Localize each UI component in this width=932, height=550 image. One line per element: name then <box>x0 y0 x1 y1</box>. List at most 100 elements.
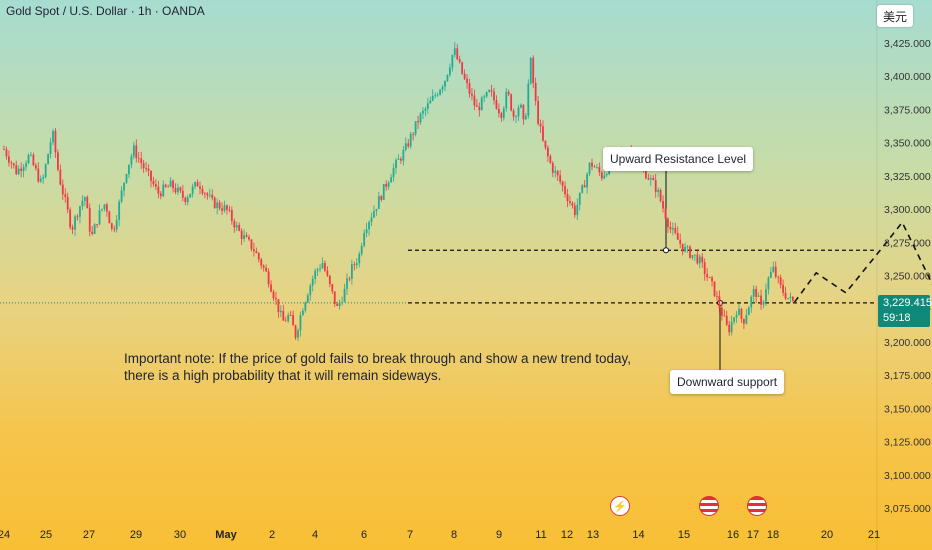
candle-body <box>559 175 562 182</box>
candle <box>483 94 486 102</box>
candle-body <box>277 299 280 313</box>
candle <box>277 299 280 318</box>
candle-body <box>537 100 539 124</box>
candle-body <box>351 264 353 279</box>
candle <box>760 289 762 310</box>
candle <box>292 310 294 326</box>
candle <box>654 173 657 198</box>
candle <box>326 266 329 278</box>
y-tick-label: 3,075.000 <box>884 503 931 515</box>
candle <box>223 200 226 213</box>
candle-body <box>228 209 231 211</box>
candle-body <box>392 168 395 178</box>
candle <box>417 115 419 129</box>
candle-body <box>172 180 174 189</box>
candle-body <box>338 302 341 306</box>
candle <box>248 234 250 242</box>
candle <box>402 146 405 166</box>
candle <box>453 42 456 58</box>
candle <box>218 200 221 211</box>
candle-body <box>659 189 662 201</box>
candle <box>500 111 503 122</box>
candle-body <box>159 193 162 197</box>
candle-body <box>588 162 591 175</box>
candle-body <box>17 168 20 175</box>
candle-body <box>103 204 106 209</box>
candle-body <box>284 320 287 322</box>
candle <box>439 88 441 96</box>
candle <box>718 290 721 313</box>
candle-body <box>708 277 711 278</box>
candle <box>299 311 302 337</box>
candle-body <box>711 277 713 282</box>
candle <box>475 98 478 107</box>
candle-body <box>779 277 782 285</box>
candle <box>64 188 67 203</box>
candle-body <box>177 187 179 193</box>
candle-body <box>333 291 336 304</box>
us-flag-event-icon-2[interactable] <box>747 496 767 516</box>
candle <box>527 79 530 119</box>
candle-body <box>789 296 792 299</box>
candle <box>96 224 98 228</box>
candle <box>150 170 152 188</box>
candle-body <box>429 100 432 104</box>
lightning-event-icon[interactable]: ⚡ <box>610 496 630 516</box>
candle-body <box>30 154 32 156</box>
candle <box>20 162 23 178</box>
candle-body <box>147 168 150 171</box>
candle-body <box>485 91 488 97</box>
candle-body <box>703 262 706 275</box>
candle <box>93 223 96 235</box>
candle-body <box>47 154 49 165</box>
candle-body <box>502 108 505 118</box>
candle <box>498 103 500 118</box>
candle-body <box>772 266 775 272</box>
candle-body <box>390 177 392 183</box>
candle-body <box>667 218 669 228</box>
candle <box>600 170 603 181</box>
candle-body <box>402 149 405 161</box>
candle-body <box>561 181 564 187</box>
candle <box>765 283 767 307</box>
candle <box>351 259 353 285</box>
us-flag-event-icon[interactable] <box>699 496 719 516</box>
candle <box>586 172 588 194</box>
candle <box>189 193 192 198</box>
candle-body <box>250 239 253 250</box>
candle <box>735 311 738 323</box>
candle-body <box>647 178 650 180</box>
candle-body <box>34 165 37 169</box>
candle <box>169 177 172 187</box>
candle-body <box>368 221 370 230</box>
candle <box>485 91 488 98</box>
candle <box>201 185 204 196</box>
x-tick-label: 14 <box>632 529 644 541</box>
candle-body <box>52 130 54 143</box>
candle-body <box>407 143 410 147</box>
candle <box>787 297 789 300</box>
candle-body <box>358 253 361 264</box>
candle <box>289 311 292 317</box>
candle-body <box>66 197 69 210</box>
candle-body <box>3 149 5 151</box>
candle <box>723 309 726 317</box>
x-tick-label: 11 <box>535 529 546 541</box>
candle-body <box>108 211 111 224</box>
candle-body <box>769 271 772 278</box>
candle-body <box>512 110 515 117</box>
currency-selector[interactable]: 美元 <box>877 5 913 27</box>
x-tick-label: 6 <box>361 529 367 541</box>
candle-body <box>654 180 657 192</box>
candle-body <box>417 121 419 123</box>
candle <box>706 267 709 281</box>
candle <box>130 153 133 169</box>
candle-body <box>505 91 508 109</box>
candle <box>355 257 358 269</box>
candle <box>118 199 121 227</box>
candle <box>106 202 108 217</box>
candle-body <box>745 315 748 324</box>
candle <box>603 171 606 180</box>
